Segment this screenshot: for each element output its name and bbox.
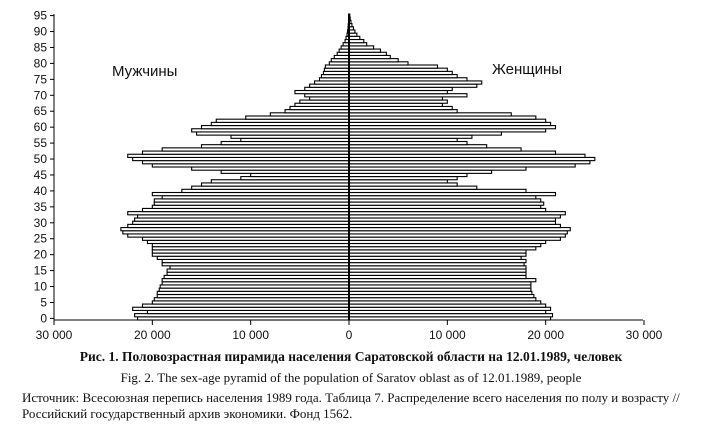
y-tick-label: 65	[34, 104, 48, 118]
figure-caption-en: Fig. 2. The sex-age pyramid of the popul…	[120, 370, 582, 385]
y-tick-label: 55	[34, 136, 48, 150]
x-tick-label: 30 000	[36, 328, 73, 342]
figure-caption-ru: Рис. 1. Половозрастная пирамида населени…	[79, 349, 623, 364]
y-tick-label: 20	[34, 248, 48, 262]
y-tick-label: 15	[34, 264, 48, 278]
y-tick-label: 0	[40, 311, 47, 325]
x-tick-label: 10 000	[232, 328, 269, 342]
y-tick-label: 75	[34, 72, 48, 86]
y-tick-label: 35	[34, 200, 48, 214]
y-tick-label: 45	[34, 168, 48, 182]
y-tick-label: 30	[34, 216, 48, 230]
x-tick-label: 0	[346, 328, 353, 342]
x-tick-label: 30 000	[626, 328, 663, 342]
x-axis-ticks: 30 000 20 000 10 000 0 10 000 20 000 30 000	[36, 320, 663, 342]
female-label: Женщины	[492, 61, 562, 78]
y-tick-label: 60	[34, 120, 48, 134]
male-bars	[120, 13, 350, 321]
y-tick-label: 5	[40, 295, 47, 309]
y-tick-label: 90	[34, 25, 48, 39]
y-tick-label: 85	[34, 40, 48, 54]
y-tick-label: 70	[34, 88, 48, 102]
y-tick-label: 80	[34, 56, 48, 70]
y-tick-label: 10	[34, 280, 48, 294]
female-bars	[348, 13, 596, 321]
x-tick-label: 10 000	[429, 328, 466, 342]
y-tick-label: 50	[34, 152, 48, 166]
figure-source-note: Источник: Всесоюзная перепись населения …	[22, 390, 680, 421]
y-tick-label: 25	[34, 232, 48, 246]
y-tick-label: 95	[34, 9, 48, 23]
x-tick-label: 20 000	[134, 328, 171, 342]
x-tick-label: 20 000	[527, 328, 564, 342]
y-tick-label: 40	[34, 184, 48, 198]
male-label: Мужчины	[112, 63, 177, 80]
